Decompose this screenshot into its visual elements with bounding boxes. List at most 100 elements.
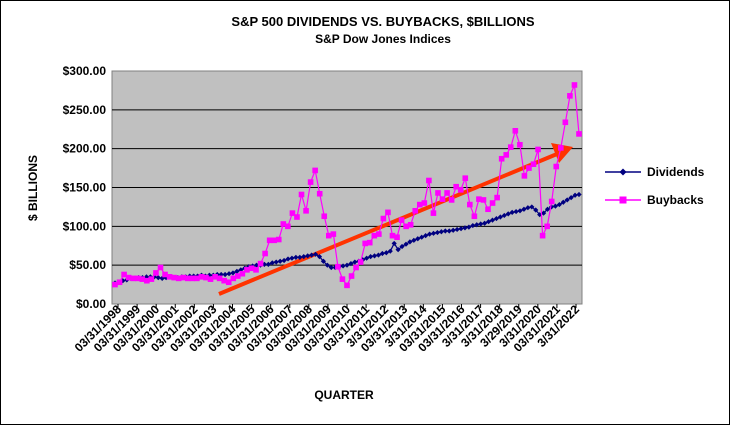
- data-point: [344, 282, 350, 289]
- x-axis-ticks: 03/31/199803/31/199903/31/200003/31/2001…: [72, 302, 583, 355]
- data-point: [207, 276, 214, 282]
- data-point: [125, 274, 132, 281]
- data-point: [391, 240, 397, 247]
- data-point: [435, 190, 441, 196]
- data-point: [446, 228, 452, 234]
- data-point: [485, 206, 491, 213]
- chart-subtitle: S&P Dow Jones Indices: [315, 32, 451, 46]
- data-point: [395, 247, 401, 253]
- data-point: [221, 277, 227, 284]
- data-point: [438, 229, 444, 235]
- data-point: [116, 279, 123, 286]
- data-point: [380, 215, 387, 222]
- data-point: [419, 234, 425, 240]
- data-point: [521, 173, 528, 179]
- y-tick-label: $0.00: [76, 297, 106, 311]
- data-point: [548, 198, 555, 205]
- data-point: [442, 228, 448, 234]
- data-point: [203, 274, 209, 281]
- x-axis-label: QUARTER: [314, 388, 374, 402]
- data-point: [340, 263, 346, 269]
- data-point: [239, 270, 246, 277]
- data-point: [412, 208, 419, 214]
- data-point: [157, 264, 164, 271]
- data-point: [552, 203, 559, 209]
- data-point: [407, 221, 414, 228]
- data-point: [328, 264, 334, 271]
- data-point: [335, 263, 341, 270]
- data-point: [562, 119, 569, 126]
- data-point: [262, 250, 268, 257]
- data-point: [352, 259, 358, 265]
- data-point: [399, 243, 405, 250]
- legend-item-buybacks: Buybacks: [605, 193, 704, 207]
- data-point: [567, 93, 573, 99]
- data-point: [273, 259, 279, 265]
- data-point: [144, 277, 150, 284]
- data-point: [415, 236, 421, 242]
- data-point: [517, 208, 523, 214]
- data-point: [307, 179, 314, 185]
- legend-label: Buybacks: [647, 193, 704, 207]
- legend-label: Dividends: [647, 165, 705, 179]
- data-point: [321, 213, 328, 220]
- data-point: [326, 232, 332, 239]
- data-point: [265, 261, 271, 267]
- data-point: [498, 155, 505, 162]
- data-point: [501, 212, 507, 219]
- data-point: [261, 261, 268, 267]
- trend-arrow: [218, 143, 573, 296]
- data-point: [301, 254, 307, 260]
- y-tick-label: $150.00: [63, 181, 107, 195]
- data-point: [553, 163, 560, 170]
- data-point: [387, 248, 393, 254]
- data-point: [364, 255, 370, 261]
- data-point: [206, 272, 212, 278]
- data-point: [474, 222, 480, 228]
- y-tick-label: $250.00: [63, 103, 107, 117]
- data-point: [482, 220, 488, 226]
- data-point: [271, 237, 278, 244]
- data-point: [312, 167, 318, 174]
- data-point: [294, 214, 300, 220]
- data-point: [454, 226, 460, 233]
- data-point: [320, 258, 327, 264]
- data-point: [155, 274, 161, 281]
- data-point: [366, 239, 373, 246]
- data-point: [348, 273, 355, 279]
- data-point: [430, 210, 437, 216]
- data-point: [316, 254, 323, 260]
- data-point: [535, 146, 541, 153]
- trend-arrow-shaft: [218, 152, 558, 296]
- data-point: [466, 224, 472, 230]
- data-point: [521, 206, 527, 212]
- data-point: [423, 233, 429, 239]
- data-point: [230, 270, 236, 276]
- data-point: [430, 230, 437, 236]
- data-point: [344, 262, 350, 268]
- data-point: [556, 201, 562, 208]
- data-point: [357, 259, 364, 265]
- data-point: [353, 264, 359, 271]
- data-point: [403, 223, 409, 230]
- data-point: [112, 281, 118, 288]
- data-point: [530, 161, 537, 167]
- data-point: [269, 260, 275, 266]
- data-point: [389, 232, 396, 239]
- data-point: [572, 192, 578, 198]
- data-point: [305, 253, 311, 259]
- data-point: [526, 165, 532, 171]
- data-point: [394, 234, 400, 241]
- data-point: [371, 253, 378, 259]
- y-axis-ticks: $0.00 $50.00 $100.00 $150.00 $200.00 $250.00 $…: [63, 64, 107, 311]
- y-tick-label: $50.00: [69, 258, 106, 272]
- data-point: [558, 145, 564, 151]
- data-point: [184, 275, 191, 282]
- trend-arrow-head: [551, 143, 573, 163]
- data-point: [560, 199, 566, 205]
- data-point: [367, 254, 374, 260]
- data-point: [471, 213, 478, 220]
- data-point: [385, 209, 391, 216]
- data-point: [529, 204, 535, 210]
